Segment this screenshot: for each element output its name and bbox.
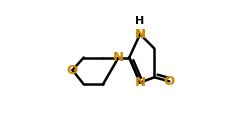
Text: N: N (134, 76, 146, 89)
Text: O: O (164, 75, 175, 88)
Text: H: H (135, 16, 145, 26)
Text: N: N (113, 51, 124, 64)
Text: N: N (134, 28, 146, 41)
Text: N: N (134, 28, 146, 41)
Text: O: O (67, 64, 78, 77)
